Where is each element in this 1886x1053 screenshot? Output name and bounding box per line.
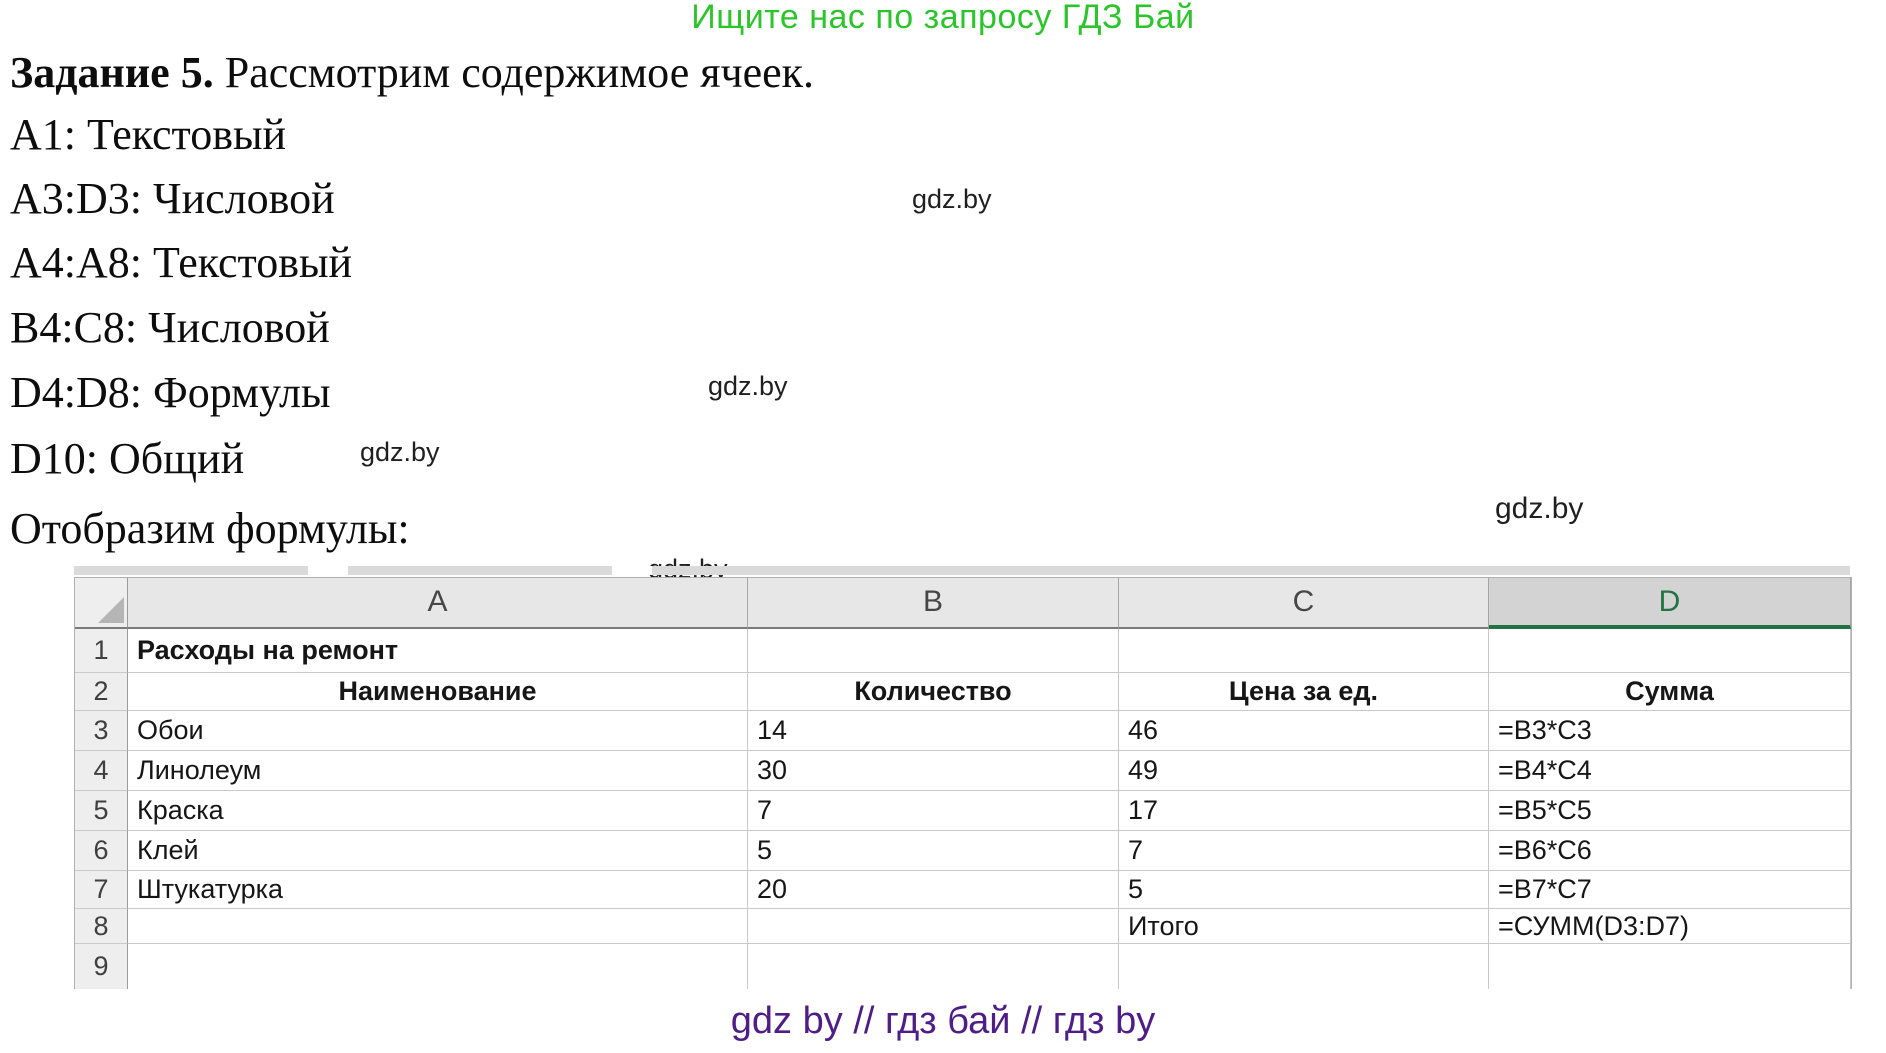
row-number: 4 <box>75 751 128 791</box>
cell-d3: =B3*C3 <box>1489 711 1851 751</box>
cell-c4: 49 <box>1119 751 1489 791</box>
task-number: Задание 5. <box>10 48 214 97</box>
select-all-corner <box>75 578 128 629</box>
row-number: 9 <box>75 944 128 989</box>
cell-d4: =B4*C4 <box>1489 751 1851 791</box>
column-header-a: A <box>128 578 748 629</box>
footer-site-names: gdz by // гдз бай // гдз by <box>730 1000 1156 1042</box>
cell-b1 <box>748 629 1119 673</box>
row-number: 3 <box>75 711 128 751</box>
select-all-triangle-icon <box>98 597 124 623</box>
watermark: gdz.by <box>708 371 788 401</box>
watermark: gdz.by <box>360 437 440 467</box>
task-intro: Рассмотрим содержимое ячеек. <box>213 48 815 97</box>
row-number: 8 <box>75 909 128 944</box>
cell-a3: Обои <box>128 711 748 751</box>
cell-c8: Итого <box>1119 909 1489 944</box>
cell-d7: =B7*C7 <box>1489 871 1851 909</box>
strip-notch <box>612 566 652 575</box>
cell-d9 <box>1489 944 1851 989</box>
column-header-c: C <box>1119 578 1489 629</box>
cell-b4: 30 <box>748 751 1119 791</box>
row-number: 2 <box>75 673 128 711</box>
cell-type-line: A3:D3: Числовой <box>10 174 335 223</box>
cell-b8 <box>748 909 1119 944</box>
cell-a8 <box>128 909 748 944</box>
cell-d5: =B5*C5 <box>1489 791 1851 831</box>
row-number: 6 <box>75 831 128 871</box>
row-number: 1 <box>75 629 128 673</box>
row-number: 5 <box>75 791 128 831</box>
cell-b2: Количество <box>748 673 1119 711</box>
column-header-b: B <box>748 578 1119 629</box>
cell-a6: Клей <box>128 831 748 871</box>
cell-b7: 20 <box>748 871 1119 909</box>
watermark: gdz.by <box>912 184 992 214</box>
task-heading: Задание 5. Рассмотрим содержимое ячеек. <box>10 50 814 96</box>
strip-notch <box>308 566 348 575</box>
cell-a9 <box>128 944 748 989</box>
cell-type-line: D10: Общий <box>10 434 245 483</box>
cell-c5: 17 <box>1119 791 1489 831</box>
cell-b5: 7 <box>748 791 1119 831</box>
cell-d6: =B6*C6 <box>1489 831 1851 871</box>
cell-type-line: B4:C8: Числовой <box>10 303 330 352</box>
spreadsheet-screenshot: A B C D 1 Расходы на ремонт 2 Наименован… <box>74 577 1852 989</box>
cell-type-line: D4:D8: Формулы <box>10 368 331 417</box>
cell-c3: 46 <box>1119 711 1489 751</box>
cell-type-line: A4:A8: Текстовый <box>10 238 353 287</box>
cell-b9 <box>748 944 1119 989</box>
cell-c9 <box>1119 944 1489 989</box>
cell-a7: Штукатурка <box>128 871 748 909</box>
cell-c2: Цена за ед. <box>1119 673 1489 711</box>
row-number: 7 <box>75 871 128 909</box>
cell-c1 <box>1119 629 1489 673</box>
formula-bar-remnant <box>74 566 1850 575</box>
cell-a1: Расходы на ремонт <box>128 629 748 673</box>
cell-b3: 14 <box>748 711 1119 751</box>
top-promo-banner: Ищите нас по запросу ГДЗ Бай <box>691 0 1195 36</box>
cell-c7: 5 <box>1119 871 1489 909</box>
show-formulas-label: Отобразим формулы: <box>10 504 410 553</box>
cell-a5: Краска <box>128 791 748 831</box>
cell-a2: Наименование <box>128 673 748 711</box>
cell-d1 <box>1489 629 1851 673</box>
cell-b6: 5 <box>748 831 1119 871</box>
cell-d2: Сумма <box>1489 673 1851 711</box>
column-header-d-selected: D <box>1489 578 1851 629</box>
cell-a4: Линолеум <box>128 751 748 791</box>
cell-d8: =СУММ(D3:D7) <box>1489 909 1851 944</box>
watermark: gdz.by <box>1495 492 1584 525</box>
cell-type-line: A1: Текстовый <box>10 110 287 159</box>
cell-c6: 7 <box>1119 831 1489 871</box>
